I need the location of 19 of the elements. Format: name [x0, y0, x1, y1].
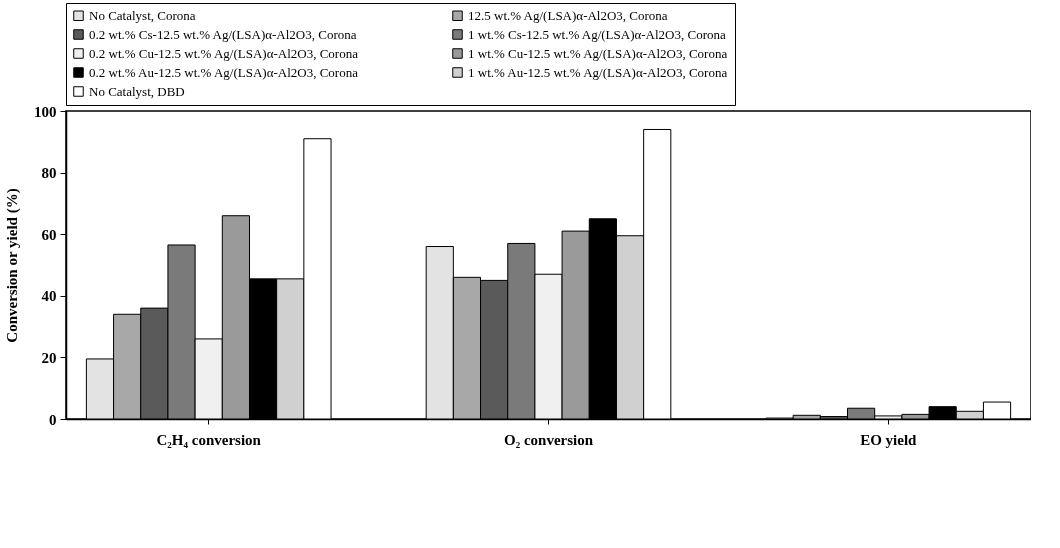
- legend-label: No Catalyst, Corona: [89, 7, 196, 23]
- y-tick-label: 60: [41, 226, 57, 243]
- legend-label: 0.2 wt.% Au-12.5 wt.% Ag/(LSA)α-Al2O3, Corona: [89, 64, 359, 80]
- y-tick-label: 100: [34, 103, 57, 120]
- x-tick-label: C₂H₄ conversion: [156, 431, 262, 448]
- legend-label: 1 wt.% Au-12.5 wt.% Ag/(LSA)α-Al2O3, Corona: [468, 64, 728, 80]
- legend-label: 1 wt.% Cs-12.5 wt.% Ag/(LSA)α-Al2O3, Corona: [468, 26, 726, 42]
- legend-label: 12.5 wt.% Ag/(LSA)α-Al2O3, Corona: [468, 7, 668, 23]
- legend-label: No Catalyst, DBD: [89, 83, 185, 99]
- legend-label: 1 wt.% Cu-12.5 wt.% Ag/(LSA)α-Al2O3, Corona: [468, 45, 728, 61]
- y-tick-label: 0: [49, 411, 57, 428]
- x-tick-label: EO yield: [860, 431, 918, 448]
- y-tick-label: 20: [41, 349, 57, 366]
- legend-label: 0.2 wt.% Cs-12.5 wt.% Ag/(LSA)α-Al2O3, Corona: [89, 26, 357, 42]
- x-tick-label: O₂ conversion: [503, 431, 594, 448]
- y-tick-label: 40: [41, 288, 57, 305]
- y-axis-title: Conversion or yield (%): [4, 188, 21, 343]
- legend-label: 0.2 wt.% Cu-12.5 wt.% Ag/(LSA)α-Al2O3, Corona: [89, 45, 359, 61]
- y-tick-label: 80: [41, 165, 57, 182]
